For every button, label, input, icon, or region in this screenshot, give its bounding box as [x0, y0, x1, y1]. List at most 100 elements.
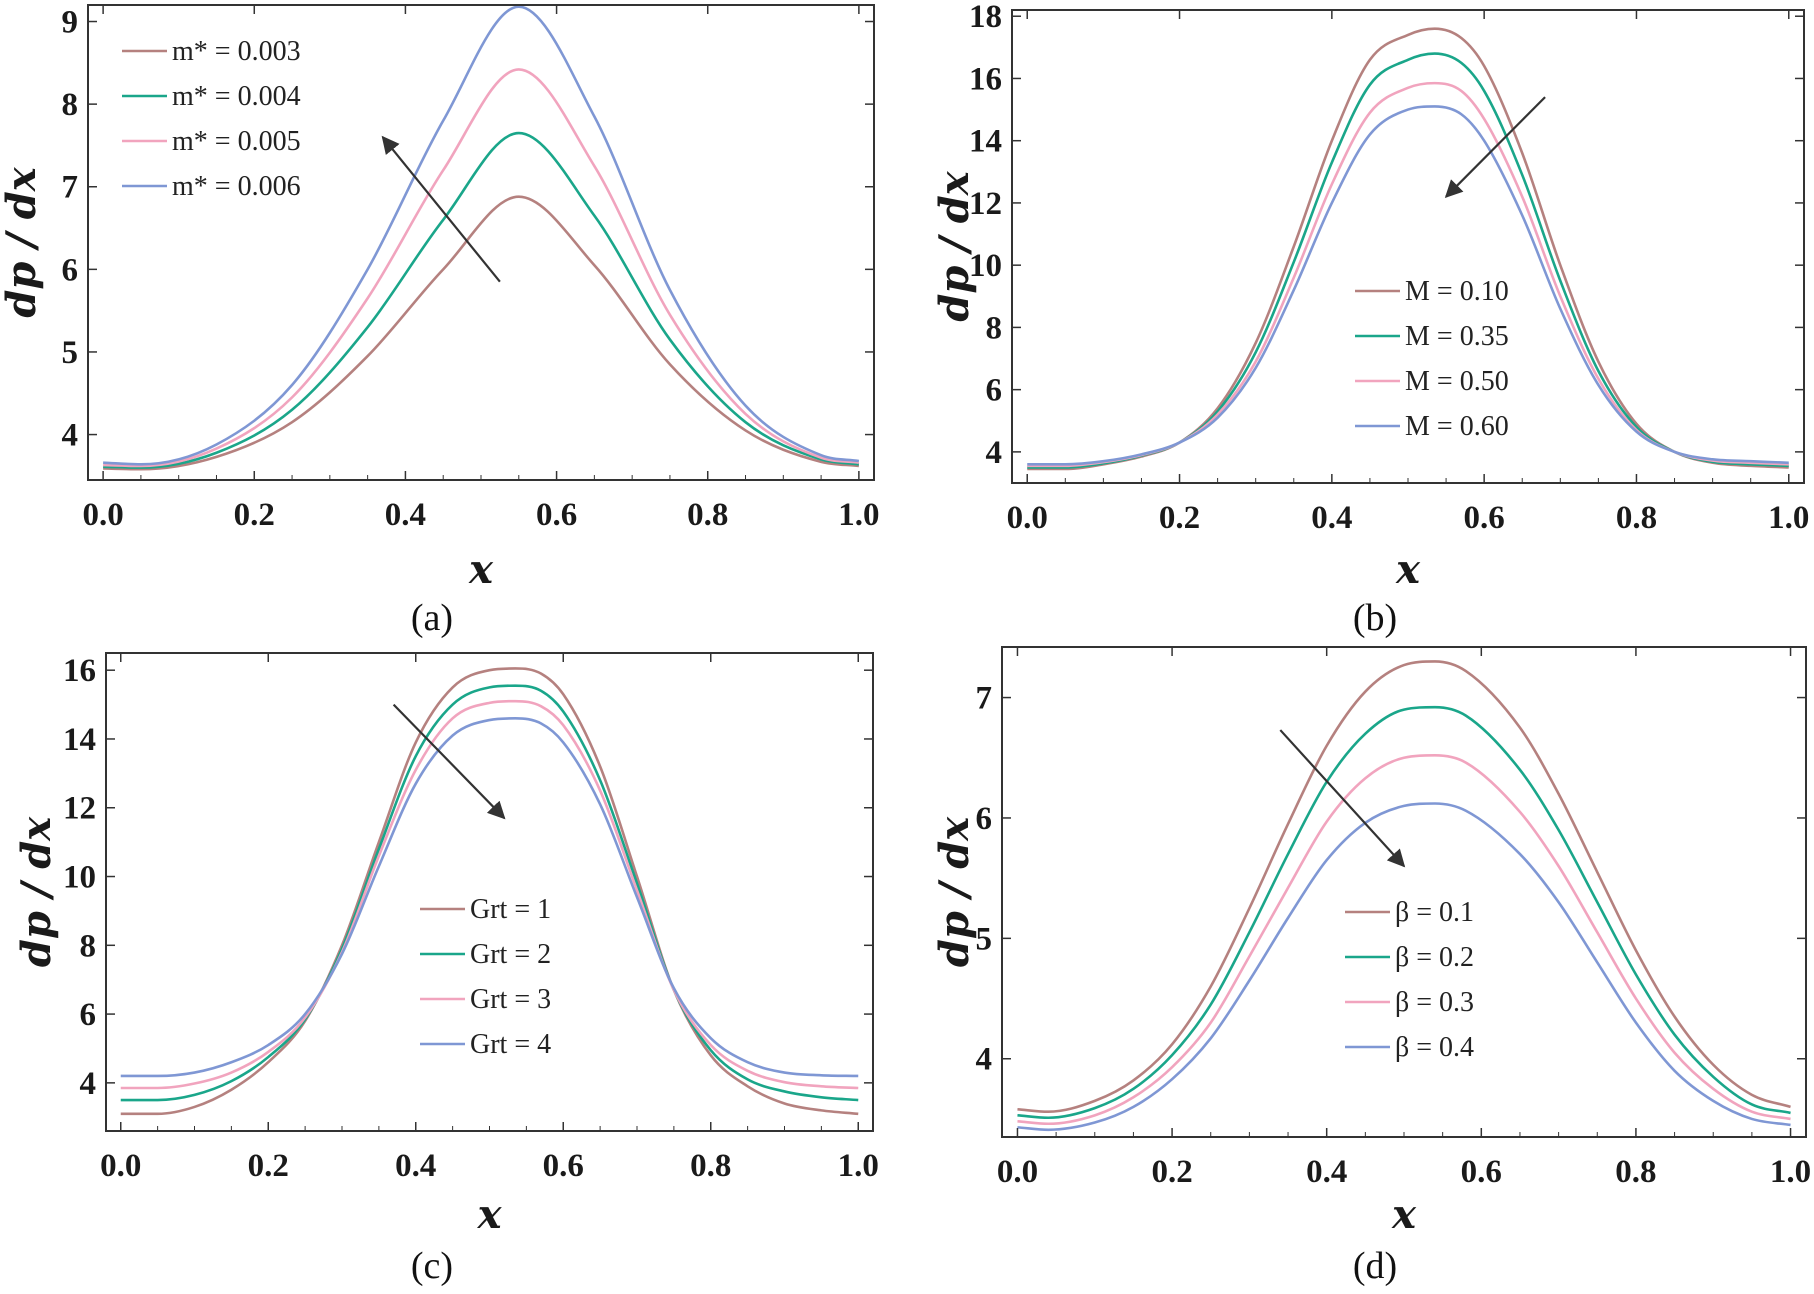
x-axis-label: x	[477, 1191, 503, 1238]
series-line-1	[120, 667, 859, 1116]
y-tick-label: 6	[986, 373, 1003, 409]
y-tick-label: 6	[80, 997, 97, 1033]
y-axis-label: dp / dx	[931, 816, 978, 967]
x-tick-label: 1.0	[838, 1148, 879, 1184]
x-tick-label: 0.8	[1615, 1154, 1656, 1190]
subplot-caption: (c)	[411, 1245, 453, 1287]
x-tick-label: 0.4	[1311, 500, 1352, 536]
y-tick-label: 14	[63, 722, 96, 758]
x-tick-label: 0.8	[1616, 500, 1657, 536]
x-tick-label: 0.4	[1306, 1154, 1347, 1190]
y-tick-label: 5	[62, 335, 79, 371]
y-tick-label: 16	[63, 653, 96, 689]
x-tick-label: 0.0	[997, 1154, 1038, 1190]
series-line-4	[1017, 802, 1791, 1132]
legend-label: Grt = 2	[470, 939, 551, 970]
y-tick-label: 16	[969, 61, 1002, 97]
legend-label: M = 0.60	[1405, 411, 1509, 442]
y-tick-label: 9	[62, 5, 79, 41]
plot-frame	[87, 4, 875, 481]
y-tick-label: 4	[62, 418, 79, 454]
y-axis-label: dp / dx	[13, 816, 60, 967]
y-tick-label: 10	[63, 860, 96, 896]
x-tick-label: 0.6	[536, 497, 577, 533]
subplot-caption: (b)	[1353, 597, 1397, 639]
x-tick-label: 0.4	[395, 1148, 436, 1184]
x-axis-label: x	[1391, 1191, 1417, 1238]
series-line-3	[1017, 754, 1791, 1126]
legend-label: M = 0.50	[1405, 366, 1509, 397]
x-tick-label: 1.0	[1770, 1154, 1811, 1190]
series-line-4	[120, 717, 859, 1078]
x-tick-label: 0.6	[543, 1148, 584, 1184]
y-tick-label: 4	[986, 435, 1003, 471]
series-line-1	[103, 195, 860, 471]
legend-label: Grt = 1	[470, 894, 551, 925]
x-axis-label: x	[468, 546, 494, 593]
trend-arrow	[1279, 729, 1406, 868]
subplot-caption: (a)	[411, 597, 453, 639]
y-tick-label: 14	[969, 124, 1002, 160]
y-axis-label: dp / dx	[931, 170, 978, 321]
y-tick-label: 8	[62, 87, 79, 123]
y-tick-label: 7	[62, 170, 79, 206]
series-line-1	[1017, 660, 1791, 1114]
x-tick-label: 0.0	[100, 1148, 141, 1184]
x-tick-label: 0.2	[1159, 500, 1200, 536]
legend-label: m* = 0.005	[172, 126, 301, 157]
series-line-4	[1027, 105, 1789, 466]
legend-label: m* = 0.003	[172, 36, 301, 67]
subplot-caption: (d)	[1353, 1245, 1397, 1287]
legend-label: m* = 0.006	[172, 171, 301, 202]
legend-label: β = 0.2	[1395, 942, 1474, 973]
x-tick-label: 0.0	[1007, 500, 1048, 536]
y-tick-label: 4	[80, 1066, 97, 1102]
x-tick-label: 0.4	[385, 497, 426, 533]
y-axis-label: dp / dx	[0, 166, 45, 317]
x-tick-label: 0.2	[1151, 1154, 1192, 1190]
subplot-b: 0.0 0.2 0.4 0.6 0.8 1.0 4 6 8 10 12 14 16 18 x dp / dx (…	[931, 0, 1809, 639]
series-line-4	[103, 5, 860, 466]
trend-arrow	[381, 135, 501, 283]
series-line-3	[120, 699, 859, 1090]
legend-label: β = 0.4	[1395, 1032, 1474, 1063]
subplot-a: 0.0 0.2 0.4 0.6 0.8 1.0 4 5 6 7 8 9 x dp / dx (a) m* = …	[0, 4, 880, 639]
x-tick-label: 0.8	[690, 1148, 731, 1184]
legend-label: β = 0.1	[1395, 897, 1474, 928]
series-line-2	[1017, 705, 1791, 1120]
series-line-2	[1027, 52, 1789, 469]
y-tick-label: 6	[976, 801, 993, 837]
x-tick-label: 1.0	[1768, 500, 1809, 536]
legend-label: Grt = 4	[470, 1029, 551, 1060]
y-tick-label: 6	[62, 252, 79, 288]
series-line-2	[120, 684, 859, 1102]
y-tick-label: 4	[976, 1042, 993, 1078]
x-axis-label: x	[1395, 546, 1421, 593]
y-tick-label: 8	[80, 928, 97, 964]
y-tick-label: 7	[976, 681, 993, 717]
trend-arrow	[392, 703, 506, 820]
x-tick-label: 0.0	[82, 497, 123, 533]
legend-label: β = 0.3	[1395, 987, 1474, 1018]
y-tick-label: 10	[969, 248, 1002, 284]
x-tick-label: 0.6	[1464, 500, 1505, 536]
series-line-3	[103, 68, 860, 468]
y-tick-label: 12	[63, 791, 96, 827]
legend-label: M = 0.10	[1405, 276, 1509, 307]
y-tick-label: 18	[969, 0, 1002, 35]
legend-label: m* = 0.004	[172, 81, 301, 112]
x-tick-label: 0.2	[234, 497, 275, 533]
trend-arrow	[1444, 96, 1546, 198]
x-tick-label: 0.6	[1461, 1154, 1502, 1190]
legend-label: M = 0.35	[1405, 321, 1509, 352]
x-tick-label: 1.0	[838, 497, 879, 533]
subplot-c: 0.0 0.2 0.4 0.6 0.8 1.0 4 6 8 10 12 14 16 x dp / dx (c)…	[13, 652, 879, 1287]
series-line-1	[1027, 27, 1789, 471]
x-tick-label: 0.2	[248, 1148, 289, 1184]
y-tick-label: 8	[986, 310, 1003, 346]
series-line-3	[1027, 81, 1789, 468]
y-tick-label: 5	[976, 921, 993, 957]
series-line-2	[103, 131, 860, 469]
y-tick-label: 12	[969, 186, 1002, 222]
